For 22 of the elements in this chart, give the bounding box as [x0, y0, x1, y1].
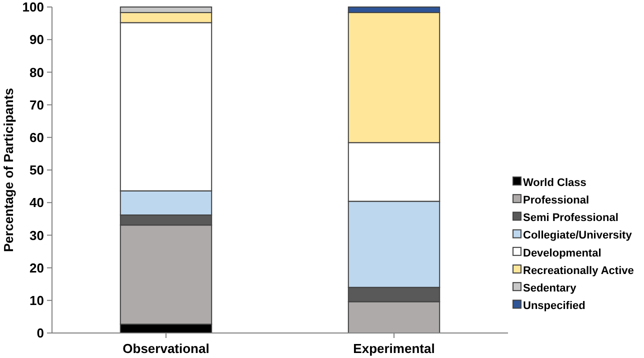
- y-tick-label: 70: [30, 97, 44, 112]
- y-tick-label: 20: [30, 260, 44, 276]
- x-tick-label: Observational: [122, 341, 210, 356]
- y-axis-title: Percentage of Participants: [1, 88, 16, 252]
- legend-label: Professional: [523, 194, 590, 206]
- legend-label: Sedentary: [523, 282, 578, 294]
- y-tick-label: 30: [30, 228, 44, 243]
- y-tick-label: 80: [30, 64, 44, 80]
- y-tick-label: 100: [22, 0, 44, 15]
- y-tick-label: 90: [30, 32, 44, 48]
- legend-label: Developmental: [523, 247, 602, 260]
- legend-label: Recreationally Active: [523, 264, 634, 277]
- legend-label: Semi Professional: [523, 212, 618, 224]
- y-tick-label: 0: [36, 326, 44, 341]
- y-tick-label: 50: [30, 162, 44, 178]
- legend-label: Unspecified: [523, 300, 586, 312]
- legend-label: Collegiate/University: [523, 230, 633, 242]
- x-tick-label: Experimental: [353, 341, 435, 356]
- legend-label: World Class: [523, 176, 586, 189]
- y-tick-label: 60: [30, 130, 44, 145]
- y-tick-label: 10: [30, 292, 44, 308]
- y-tick-label: 40: [30, 195, 44, 210]
